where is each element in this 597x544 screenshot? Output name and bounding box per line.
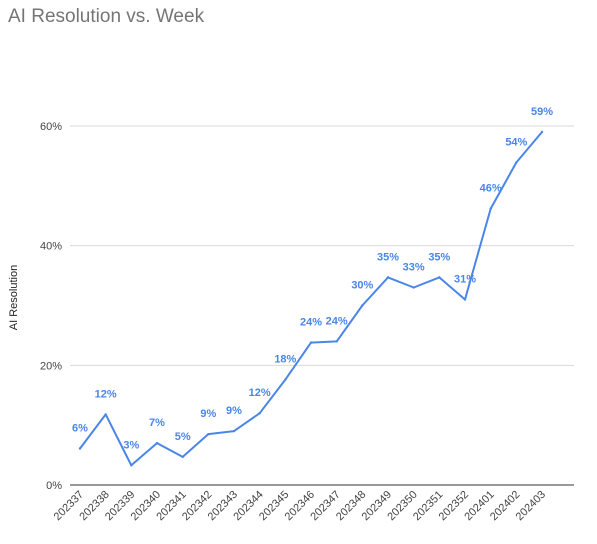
data-label: 3%	[123, 439, 139, 451]
data-point	[335, 340, 338, 343]
y-tick-label: 0%	[46, 480, 62, 492]
data-label: 24%	[326, 315, 348, 327]
data-point	[130, 464, 133, 467]
data-label: 31%	[454, 274, 476, 286]
data-point	[207, 432, 210, 436]
data-label: 7%	[149, 417, 165, 429]
data-point	[386, 276, 390, 279]
data-label: 59%	[531, 106, 553, 118]
data-label: 12%	[249, 387, 271, 399]
data-point	[515, 161, 518, 164]
data-label: 54%	[505, 136, 527, 148]
data-label: 6%	[72, 423, 88, 435]
data-label: 46%	[480, 183, 502, 195]
data-point	[258, 412, 261, 415]
data-point	[155, 441, 159, 445]
data-point	[361, 304, 364, 307]
data-point	[489, 207, 492, 210]
y-tick-label: 20%	[40, 360, 62, 372]
data-point	[412, 286, 415, 289]
data-label: 12%	[95, 388, 117, 400]
chart-title: AI Resolution vs. Week	[8, 6, 205, 27]
y-axis-title: AI Resolution	[8, 265, 20, 330]
data-label: 33%	[403, 262, 425, 274]
series-line	[79, 131, 543, 467]
data-label: 5%	[175, 431, 191, 443]
data-point	[284, 378, 287, 381]
data-point	[232, 429, 236, 433]
data-label: 35%	[377, 251, 399, 263]
data-point	[104, 413, 107, 416]
data-point	[463, 298, 467, 301]
data-point	[540, 130, 544, 134]
data-label: 9%	[200, 408, 216, 420]
y-tick-label: 40%	[40, 241, 62, 253]
data-point	[309, 341, 313, 344]
data-label: 18%	[274, 354, 296, 366]
data-point	[78, 447, 82, 450]
data-label: 24%	[300, 317, 322, 329]
data-label: 35%	[428, 251, 450, 263]
data-label: 30%	[351, 280, 373, 292]
y-tick-label: 60%	[40, 121, 62, 133]
data-label: 9%	[226, 405, 242, 417]
data-point	[181, 455, 184, 459]
data-point	[438, 276, 441, 279]
